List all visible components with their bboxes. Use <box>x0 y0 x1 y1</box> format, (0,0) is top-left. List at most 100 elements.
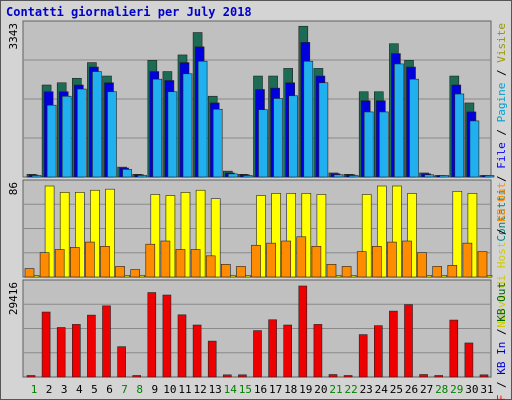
axis-legend-top-part-5: / <box>495 63 508 83</box>
bar-middle-host-day-17 <box>271 193 281 278</box>
bar-middle-kbout-day-28 <box>432 266 443 278</box>
day-label-19: 19 <box>299 383 312 396</box>
bar-middle-kbout-day-18 <box>281 240 292 278</box>
chart-title: Contatti giornalieri per July 2018 <box>6 5 252 19</box>
bar-middle-host-day-3 <box>59 192 70 278</box>
day-label-6: 6 <box>106 383 113 396</box>
bar-middle-kbout-day-19 <box>296 236 307 278</box>
bar-middle-kbout-day-8 <box>130 269 140 278</box>
axis-legend-middle-part-1: / <box>495 222 508 242</box>
day-label-17: 17 <box>269 383 282 396</box>
bar-bottom-kbf-day-17 <box>268 319 277 378</box>
bar-middle-kbout-day-12 <box>190 249 201 278</box>
bar-middle-kbout-day-10 <box>160 240 171 278</box>
bar-bottom-kbf-day-5 <box>87 314 96 378</box>
day-label-18: 18 <box>284 383 297 396</box>
day-label-24: 24 <box>375 383 389 396</box>
bar-top-pagine-day-23 <box>363 111 374 178</box>
ymax-label-bottom: 29416 <box>7 282 20 315</box>
bar-top-pagine-day-19 <box>303 60 314 178</box>
day-label-8: 8 <box>136 383 143 396</box>
bar-bottom-kbf-day-1 <box>26 375 36 378</box>
day-label-31: 31 <box>480 383 493 396</box>
bar-top-pagine-day-29 <box>454 93 465 178</box>
bar-middle-host-day-30 <box>467 193 478 278</box>
bar-middle-kbout-day-26 <box>402 240 412 278</box>
day-label-27: 27 <box>420 383 433 396</box>
day-label-29: 29 <box>450 383 463 396</box>
ymax-label-top: 3343 <box>7 23 20 50</box>
bar-bottom-kbf-day-28 <box>434 375 444 378</box>
bar-middle-kbout-day-4 <box>70 247 80 278</box>
day-label-26: 26 <box>405 383 418 396</box>
day-label-1: 1 <box>31 383 38 396</box>
bar-middle-host-day-10 <box>165 195 176 278</box>
day-label-12: 12 <box>193 383 206 396</box>
chart-bars <box>24 25 495 378</box>
bar-middle-kbout-day-14 <box>221 264 231 278</box>
bar-middle-host-day-26 <box>407 193 417 278</box>
day-label-3: 3 <box>61 383 68 396</box>
bar-middle-host-day-16 <box>256 195 266 278</box>
bar-bottom-kbf-day-10 <box>162 294 172 378</box>
bar-bottom-kbf-day-23 <box>358 334 368 378</box>
day-label-15: 15 <box>239 383 252 396</box>
bar-bottom-kbf-day-29 <box>449 319 459 378</box>
bar-top-pagine-day-1 <box>31 175 42 178</box>
axis-legend-bottom-part-2: KB In <box>495 342 508 375</box>
day-label-30: 30 <box>465 383 478 396</box>
bar-bottom-kbf-day-3 <box>56 327 66 378</box>
day-label-7: 7 <box>121 383 128 396</box>
bar-middle-kbout-day-17 <box>266 242 276 278</box>
axis-legend-bottom: KB F / KB In / KB Out <box>495 282 508 400</box>
bar-top-pagine-day-21 <box>333 174 344 178</box>
bar-top-pagine-day-14 <box>228 173 238 178</box>
bar-top-pagine-day-18 <box>288 95 299 178</box>
bar-top-pagine-day-8 <box>137 175 147 178</box>
axis-legend-bottom-part-4: KB Out <box>495 282 508 322</box>
bar-top-pagine-day-27 <box>424 174 434 178</box>
bar-bottom-kbf-day-25 <box>389 310 398 378</box>
bar-middle-host-day-9 <box>150 194 161 278</box>
bar-top-pagine-day-12 <box>197 60 208 178</box>
bar-middle-kbout-day-25 <box>387 241 397 278</box>
day-label-22: 22 <box>344 383 357 396</box>
bar-middle-kbout-day-13 <box>205 255 216 278</box>
bar-middle-host-day-12 <box>195 189 206 278</box>
bar-middle-host-day-2 <box>44 185 55 278</box>
bar-top-pagine-day-28 <box>439 175 450 178</box>
axis-legend-top-part-1: / <box>495 169 508 189</box>
day-label-4: 4 <box>76 383 83 396</box>
bar-middle-kbout-day-7 <box>115 266 125 278</box>
bar-middle-host-day-4 <box>75 192 85 278</box>
day-label-20: 20 <box>314 383 327 396</box>
bar-bottom-kbf-day-12 <box>192 324 202 378</box>
bar-middle-host-day-11 <box>180 192 191 278</box>
day-label-14: 14 <box>224 383 238 396</box>
bar-bottom-kbf-day-11 <box>177 314 187 378</box>
bar-bottom-kbf-day-30 <box>464 342 474 378</box>
bar-middle-host-day-19 <box>301 193 312 278</box>
bar-top-pagine-day-6 <box>107 91 117 178</box>
bar-top-pagine-day-4 <box>77 88 87 178</box>
bar-middle-host-day-18 <box>286 193 297 278</box>
bar-top-pagine-day-30 <box>469 120 480 178</box>
axis-legend-top-part-0: Contatti <box>495 189 508 242</box>
bar-middle-host-day-29 <box>452 190 463 278</box>
bar-middle-kbout-day-2 <box>39 252 50 278</box>
bar-middle-kbout-day-11 <box>175 249 186 278</box>
bar-top-pagine-day-24 <box>378 111 389 178</box>
bar-bottom-kbf-day-26 <box>404 304 413 378</box>
bar-bottom-kbf-day-9 <box>147 292 157 378</box>
bar-top-pagine-day-31 <box>484 175 495 178</box>
bar-top-pagine-day-10 <box>167 91 178 178</box>
bar-top-pagine-day-11 <box>182 73 193 178</box>
bar-middle-kbout-day-15 <box>236 266 246 278</box>
ymax-label-middle: 86 <box>7 182 20 195</box>
axis-legend-top-part-2: File <box>495 142 508 169</box>
bar-bottom-kbf-day-31 <box>479 374 489 378</box>
bar-middle-host-day-13 <box>210 198 221 278</box>
bar-bottom-kbf-day-21 <box>328 374 338 378</box>
bar-bottom-kbf-day-13 <box>207 340 217 378</box>
